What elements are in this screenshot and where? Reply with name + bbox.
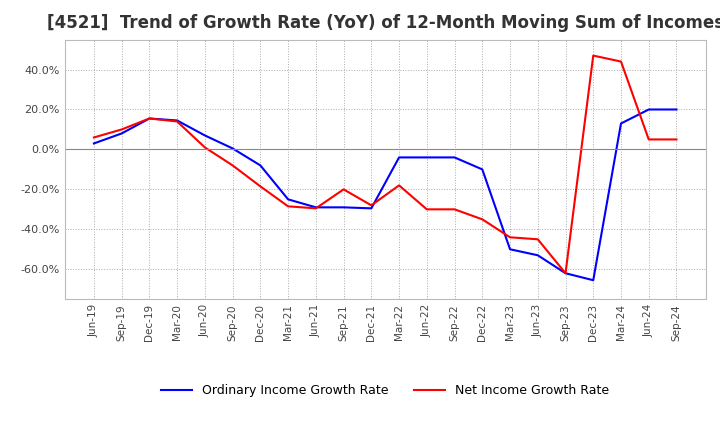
Net Income Growth Rate [256, 184, 265, 189]
Net Income Growth Rate [228, 163, 237, 168]
Ordinary Income Growth Rate [201, 133, 210, 138]
Ordinary Income Growth Rate [339, 205, 348, 210]
Ordinary Income Growth Rate [589, 278, 598, 283]
Net Income Growth Rate [339, 187, 348, 192]
Net Income Growth Rate [312, 206, 320, 211]
Ordinary Income Growth Rate [561, 271, 570, 276]
Net Income Growth Rate [395, 183, 403, 188]
Net Income Growth Rate [505, 235, 514, 240]
Ordinary Income Growth Rate [450, 155, 459, 160]
Ordinary Income Growth Rate [644, 107, 653, 112]
Ordinary Income Growth Rate [423, 155, 431, 160]
Line: Ordinary Income Growth Rate: Ordinary Income Growth Rate [94, 110, 677, 280]
Net Income Growth Rate [423, 207, 431, 212]
Ordinary Income Growth Rate [117, 131, 126, 136]
Ordinary Income Growth Rate [367, 206, 376, 211]
Ordinary Income Growth Rate [145, 116, 154, 121]
Ordinary Income Growth Rate [173, 118, 181, 123]
Net Income Growth Rate [450, 207, 459, 212]
Net Income Growth Rate [478, 216, 487, 222]
Net Income Growth Rate [284, 204, 292, 209]
Ordinary Income Growth Rate [228, 146, 237, 151]
Legend: Ordinary Income Growth Rate, Net Income Growth Rate: Ordinary Income Growth Rate, Net Income … [156, 379, 614, 402]
Ordinary Income Growth Rate [478, 167, 487, 172]
Ordinary Income Growth Rate [616, 121, 625, 126]
Ordinary Income Growth Rate [89, 141, 98, 146]
Net Income Growth Rate [644, 137, 653, 142]
Ordinary Income Growth Rate [312, 205, 320, 210]
Net Income Growth Rate [145, 116, 154, 121]
Ordinary Income Growth Rate [534, 253, 542, 258]
Net Income Growth Rate [616, 59, 625, 64]
Ordinary Income Growth Rate [284, 197, 292, 202]
Title: [4521]  Trend of Growth Rate (YoY) of 12-Month Moving Sum of Incomes: [4521] Trend of Growth Rate (YoY) of 12-… [47, 15, 720, 33]
Net Income Growth Rate [367, 203, 376, 208]
Net Income Growth Rate [534, 237, 542, 242]
Net Income Growth Rate [201, 145, 210, 150]
Ordinary Income Growth Rate [256, 163, 265, 168]
Net Income Growth Rate [117, 127, 126, 132]
Ordinary Income Growth Rate [395, 155, 403, 160]
Ordinary Income Growth Rate [672, 107, 681, 112]
Net Income Growth Rate [173, 119, 181, 124]
Net Income Growth Rate [672, 137, 681, 142]
Net Income Growth Rate [89, 135, 98, 140]
Ordinary Income Growth Rate [505, 247, 514, 252]
Line: Net Income Growth Rate: Net Income Growth Rate [94, 55, 677, 273]
Net Income Growth Rate [561, 271, 570, 276]
Net Income Growth Rate [589, 53, 598, 58]
